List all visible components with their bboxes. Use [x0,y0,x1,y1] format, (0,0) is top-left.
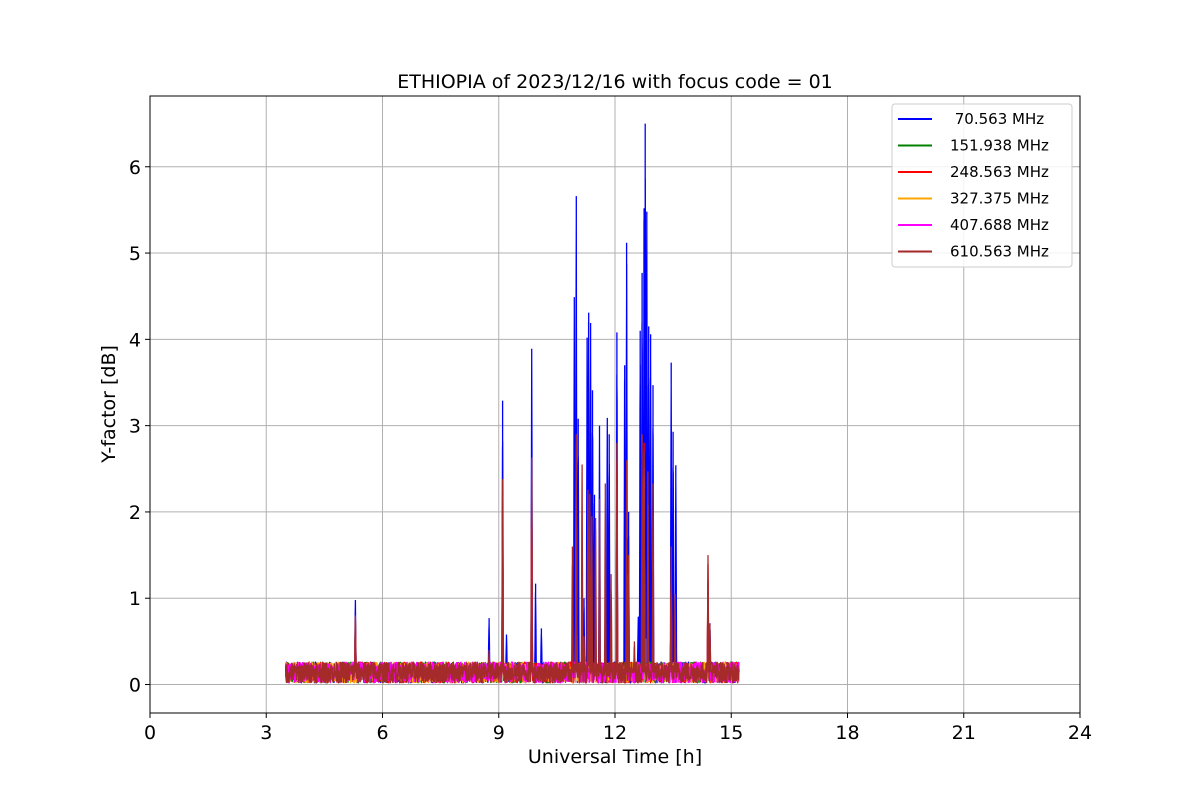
legend-label-3: 327.375 MHz [950,190,1049,208]
y-tick-label-4: 4 [129,329,141,351]
y-axis-label: Y-factor [dB] [98,345,120,464]
legend-label-4: 407.688 MHz [950,216,1049,234]
y-tick-label-0: 0 [129,675,141,697]
y-tick-label-6: 6 [129,157,141,179]
legend-label-1: 151.938 MHz [950,137,1049,155]
y-tick-label-5: 5 [129,243,141,265]
x-tick-label-2: 6 [376,722,388,744]
plot-area [284,123,740,684]
x-tick-label-1: 3 [260,722,272,744]
legend-label-0: 70.563 MHz [950,110,1044,128]
x-tick-label-0: 0 [144,722,156,744]
x-tick-label-8: 24 [1068,722,1092,744]
series-layer [284,123,740,684]
y-tick-label-2: 2 [129,502,141,524]
y-tick-label-3: 3 [129,416,141,438]
x-tick-label-6: 18 [835,722,859,744]
chart-title: ETHIOPIA of 2023/12/16 with focus code =… [397,71,833,93]
y-axis: 0 1 2 3 4 5 6 [129,157,150,697]
x-axis-label: Universal Time [h] [528,746,702,768]
x-tick-label-7: 21 [952,722,976,744]
legend-label-2: 248.563 MHz [950,163,1049,181]
x-tick-label-5: 15 [719,722,743,744]
legend: 70.563 MHz 151.938 MHz 248.563 MHz 327.375 … [891,103,1073,268]
x-tick-label-4: 12 [603,722,627,744]
x-axis: 0 3 6 9 12 15 18 21 24 [144,713,1092,744]
legend-label-5: 610.563 MHz [950,243,1049,261]
y-tick-label-1: 1 [129,588,141,610]
x-tick-label-3: 9 [493,722,505,744]
series-line-5 [284,434,740,684]
legend-box [891,103,1073,268]
